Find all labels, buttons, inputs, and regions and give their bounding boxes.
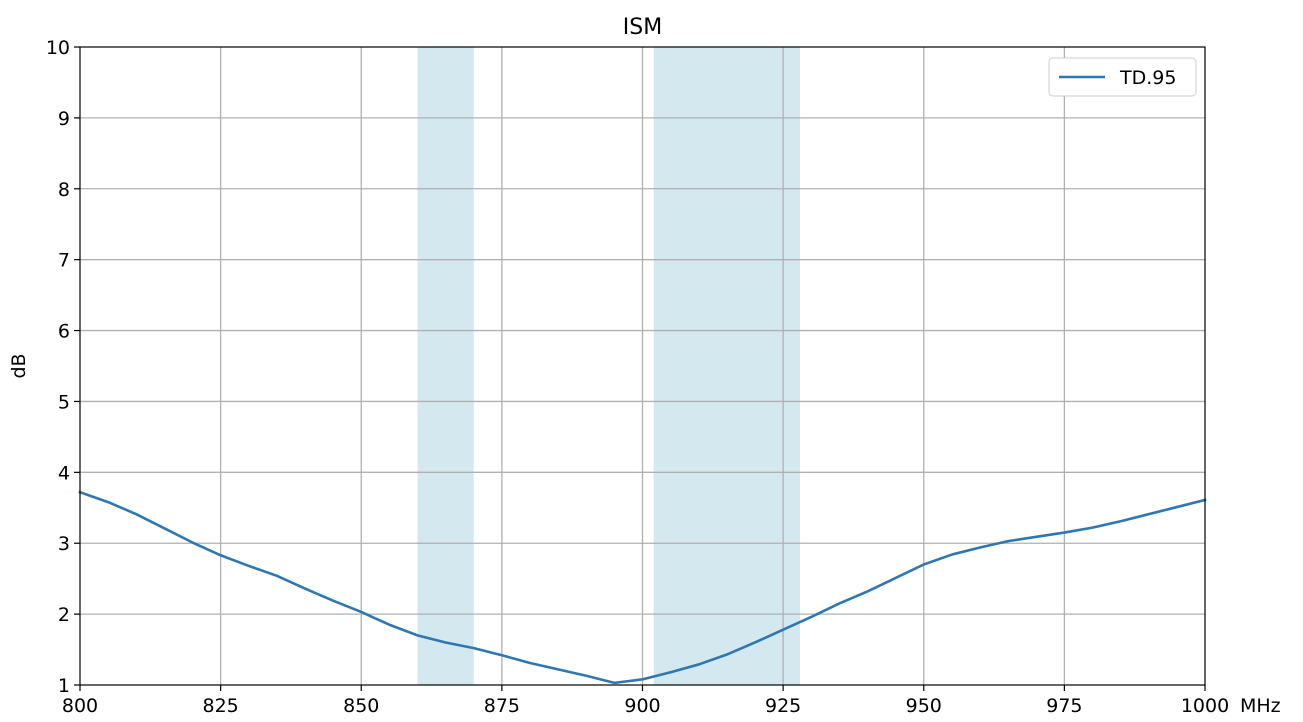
grid bbox=[80, 47, 1205, 685]
x-tick-label: 850 bbox=[343, 695, 379, 717]
y-tick-label: 1 bbox=[58, 675, 70, 697]
y-tick-label: 9 bbox=[58, 108, 70, 130]
shaded-band-0 bbox=[417, 47, 474, 685]
x-tick-label: 1000 bbox=[1181, 695, 1229, 717]
legend-box bbox=[1048, 57, 1197, 97]
y-axis-label: dB bbox=[8, 353, 30, 378]
chart-title: ISM bbox=[623, 15, 662, 40]
y-tick-label: 5 bbox=[58, 391, 70, 413]
legend: TD.95 bbox=[1048, 57, 1197, 97]
legend-label: TD.95 bbox=[1119, 67, 1176, 89]
x-tick-label: 975 bbox=[1046, 695, 1082, 717]
x-tick-label: 825 bbox=[202, 695, 238, 717]
y-tick-label: 6 bbox=[58, 321, 70, 343]
x-tick-label: 800 bbox=[62, 695, 98, 717]
series-line-0 bbox=[78, 490, 1207, 685]
x-tick-label: 900 bbox=[624, 695, 660, 717]
series-layer bbox=[78, 490, 1207, 685]
y-tick-label: 10 bbox=[46, 37, 70, 59]
x-tick-label: 950 bbox=[906, 695, 942, 717]
ticks: 800 825 850 875 900 925 950 975 1000 1 2 3 4 5 6 7 8 9 10 bbox=[46, 37, 1229, 717]
y-tick-label: 3 bbox=[58, 533, 70, 555]
y-tick-label: 7 bbox=[58, 250, 70, 272]
shaded-bands bbox=[417, 47, 800, 685]
y-tick-label: 2 bbox=[58, 604, 70, 626]
y-tick-label: 8 bbox=[58, 179, 70, 201]
shaded-band-1 bbox=[653, 47, 800, 685]
x-tick-label: 875 bbox=[484, 695, 520, 717]
x-tick-label: 925 bbox=[765, 695, 801, 717]
y-tick-label: 4 bbox=[58, 462, 70, 484]
x-axis-label: MHz bbox=[1240, 695, 1281, 717]
